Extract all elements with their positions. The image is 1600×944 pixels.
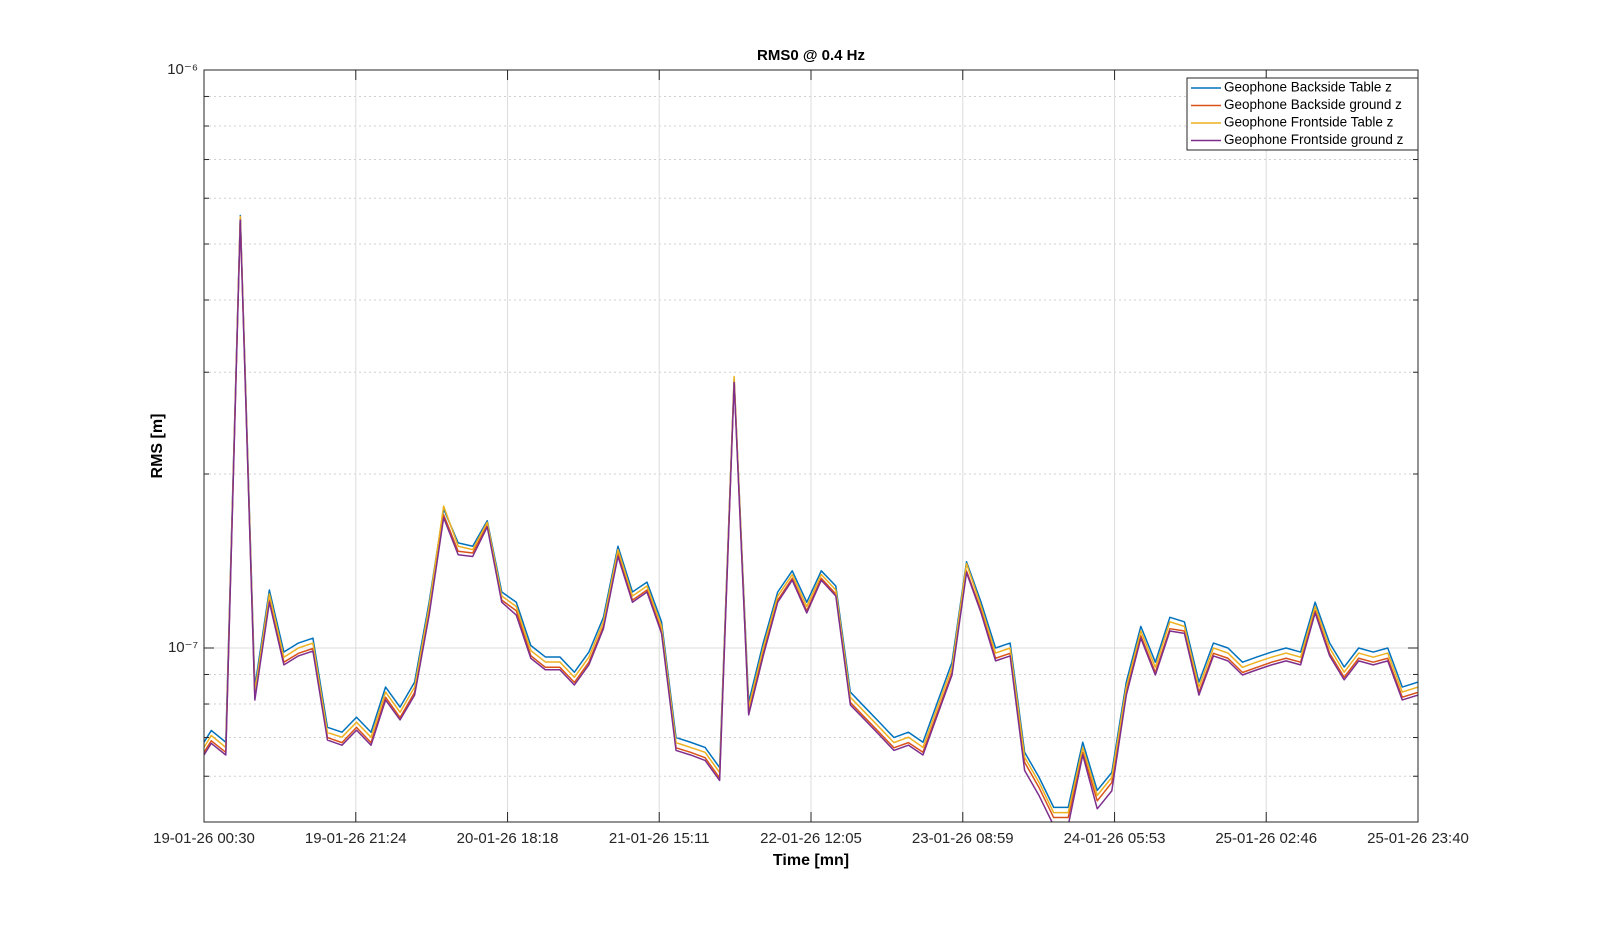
lines <box>204 214 1418 822</box>
legend: Geophone Backside Table z Geophone Backsi… <box>1186 77 1419 151</box>
series-line <box>204 219 1418 822</box>
x-axis-title: Time [mn] <box>773 852 849 869</box>
x-tick-label: 22-01-26 12:05 <box>760 830 862 847</box>
x-tick-label: 24-01-26 05:53 <box>1064 830 1166 847</box>
x-tick-label: 19-01-26 00:30 <box>153 830 255 847</box>
x-tick-label: 25-01-26 23:40 <box>1367 830 1469 847</box>
x-tick-label: 21-01-26 15:11 <box>609 830 710 847</box>
series-line <box>204 217 1418 819</box>
series-line <box>204 215 1418 814</box>
y-tick-label: 10⁻⁷ <box>168 639 198 656</box>
x-tick-label: 25-01-26 02:46 <box>1215 830 1317 847</box>
y-axis-title: RMS [m] <box>149 414 166 479</box>
chart-title: RMS0 @ 0.4 Hz <box>757 47 865 64</box>
x-tick-label: 23-01-26 08:59 <box>912 830 1014 847</box>
series-line <box>204 214 1418 809</box>
x-tick-label: 20-01-26 18:18 <box>457 830 559 847</box>
legend-box <box>1186 77 1419 151</box>
x-tick-label: 19-01-26 21:24 <box>305 830 407 847</box>
legend-label: Geophone Frontside Table z <box>1224 115 1394 130</box>
y-tick-label: 10⁻⁶ <box>167 61 198 78</box>
legend-label: Geophone Frontside ground z <box>1224 132 1404 147</box>
legend-label: Geophone Backside Table z <box>1224 80 1392 95</box>
ticks: 10⁻⁷ 10⁻⁶ 19-01-26 00:30 19-01-26 21:24 20-0… <box>153 61 1469 847</box>
legend-label: Geophone Backside ground z <box>1224 97 1402 112</box>
